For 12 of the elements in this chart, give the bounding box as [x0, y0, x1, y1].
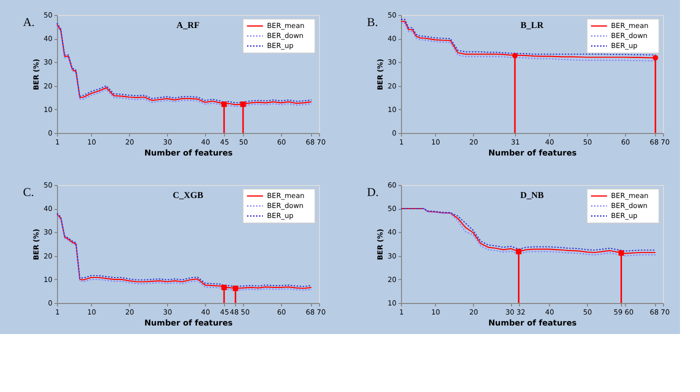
text: D.	[367, 185, 379, 199]
text: B_LR	[520, 20, 544, 30]
text: D_NB	[520, 190, 544, 200]
x-axis-title: Number of features	[144, 148, 233, 158]
x-axis-title: Number of features	[144, 318, 233, 328]
x-axis-title: Number of features	[488, 318, 577, 328]
text: C.	[23, 185, 34, 199]
x-axis-title: Number of features	[488, 148, 577, 158]
text: A.	[23, 15, 35, 29]
text: A_RF	[176, 20, 200, 30]
text: C_XGB	[172, 190, 204, 200]
text: B.	[367, 15, 378, 29]
